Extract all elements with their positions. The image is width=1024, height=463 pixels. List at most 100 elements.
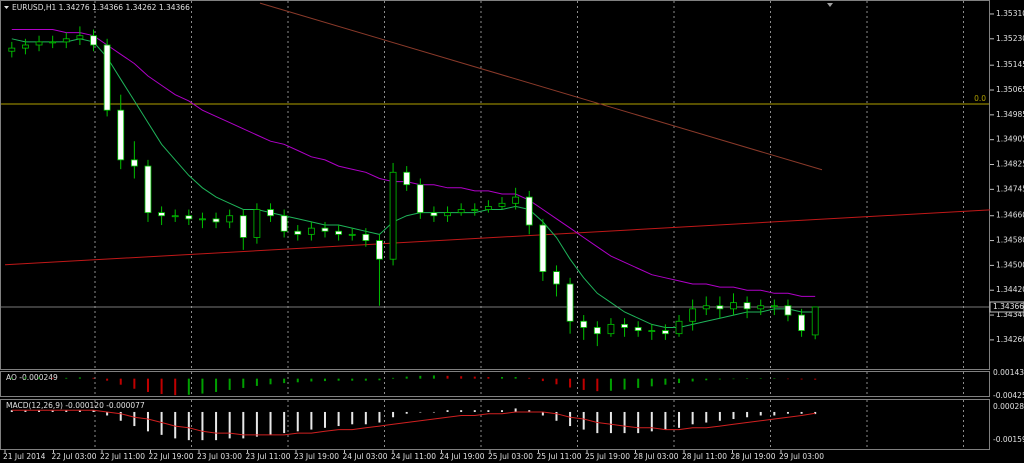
ao-bar [24, 377, 27, 379]
candle-body [389, 171, 397, 260]
x-tick-label: 25 Jul 19:00 [585, 452, 630, 461]
macd-tick-label: 0.000282 [993, 402, 1024, 411]
macd-bar [814, 411, 817, 415]
ao-bar [705, 378, 708, 381]
macd-bar [541, 411, 544, 416]
macd-bar [555, 411, 558, 421]
candle-body [702, 305, 710, 310]
candle-body [348, 233, 356, 236]
ao-bar [92, 377, 95, 379]
ao-bar [51, 377, 54, 379]
level-label: 0.0 [974, 94, 986, 103]
ao-bar [255, 378, 258, 386]
macd-bar [514, 408, 517, 412]
x-tick-label: 22 Jul 11:00 [100, 452, 145, 461]
y-tick-label: 1.34580 [996, 236, 1024, 245]
candle-body [430, 212, 438, 217]
macd-bar [392, 411, 395, 418]
macd-bar [569, 411, 572, 427]
candle-body [8, 47, 16, 52]
candle-body [457, 209, 465, 214]
ao-bar [10, 377, 13, 379]
x-tick-label: 24 Jul 19:00 [440, 452, 485, 461]
x-tick-label: 28 Jul 11:00 [682, 452, 727, 461]
ao-bar [609, 378, 612, 391]
macd-bar [732, 411, 735, 420]
candle-body [144, 165, 152, 214]
macd-bar [718, 411, 721, 421]
macd-bar [378, 411, 381, 423]
macd-bar [38, 410, 41, 412]
x-tick-label: 25 Jul 11:00 [537, 452, 582, 461]
x-tick-label: 24 Jul 03:00 [343, 452, 388, 461]
candle-body [634, 327, 642, 331]
candle-body [621, 323, 628, 328]
ao-bar [432, 375, 435, 379]
macd-bar [759, 411, 762, 416]
candle-body [607, 323, 615, 335]
candle-body [498, 202, 506, 207]
menu-arrow[interactable] [4, 6, 9, 9]
y-tick-label: 1.34660 [996, 211, 1024, 220]
ao-bar [160, 378, 163, 394]
candle-body [376, 240, 383, 260]
macd-bar [623, 411, 626, 434]
macd-bar [432, 411, 435, 413]
candle-body [62, 38, 70, 43]
candle-body [90, 35, 97, 46]
candle-body [267, 209, 274, 217]
candle-body [280, 215, 288, 232]
candle-body [403, 171, 411, 186]
candle-body [689, 308, 697, 322]
ao-bar [541, 378, 544, 382]
ao-bar [514, 377, 517, 379]
ao-bar [746, 378, 749, 379]
macd-bar [146, 411, 149, 432]
macd-tick-label: -0.001591 [993, 435, 1024, 444]
candle-body [212, 218, 220, 223]
ao-bar [582, 378, 585, 390]
ao-bar [392, 377, 395, 379]
candle-body [199, 218, 206, 221]
macd-bar [582, 411, 585, 430]
macd-bar [691, 411, 694, 425]
ao-bar [569, 378, 572, 388]
candle-body [226, 215, 234, 223]
ao-tick-label: -0.00425 [993, 391, 1024, 400]
ao-bar [146, 378, 149, 392]
macd-bar [133, 411, 136, 427]
ao-bar [106, 378, 109, 381]
candle-body [593, 327, 601, 335]
y-tick-label: 1.35065 [996, 85, 1024, 94]
moving-average [11, 29, 816, 297]
ao-bar [814, 378, 817, 380]
ao-bar [732, 378, 735, 380]
candle-body [103, 44, 111, 111]
candle-body [35, 41, 43, 46]
candle-body [811, 306, 819, 336]
ao-bar [38, 377, 41, 379]
macd-bar [487, 410, 490, 412]
macd-bar [283, 411, 286, 434]
ao-bar [460, 376, 463, 379]
y-tick-label: 1.34500 [996, 260, 1024, 269]
candle-body [294, 230, 302, 235]
macd-label: MACD(12,26,9) -0.000120 -0.000077 [6, 401, 145, 410]
ao-label: AO -0.000249 [6, 373, 58, 382]
y-tick-label: 1.35230 [996, 34, 1024, 43]
macd-bar [119, 411, 122, 421]
macd-bar [650, 411, 653, 432]
ao-bar [596, 378, 599, 392]
candle-body [117, 109, 125, 161]
candle-body [770, 305, 778, 308]
candle-body [539, 224, 547, 273]
x-tick-label: 25 Jul 03:00 [488, 452, 533, 461]
trend-line [259, 2, 823, 171]
ao-bar [65, 377, 68, 379]
candle-body [22, 44, 29, 49]
y-tick-label: 1.34420 [996, 285, 1024, 294]
candle-body [675, 320, 683, 335]
trend-line [4, 209, 991, 266]
ao-bar [664, 378, 667, 385]
